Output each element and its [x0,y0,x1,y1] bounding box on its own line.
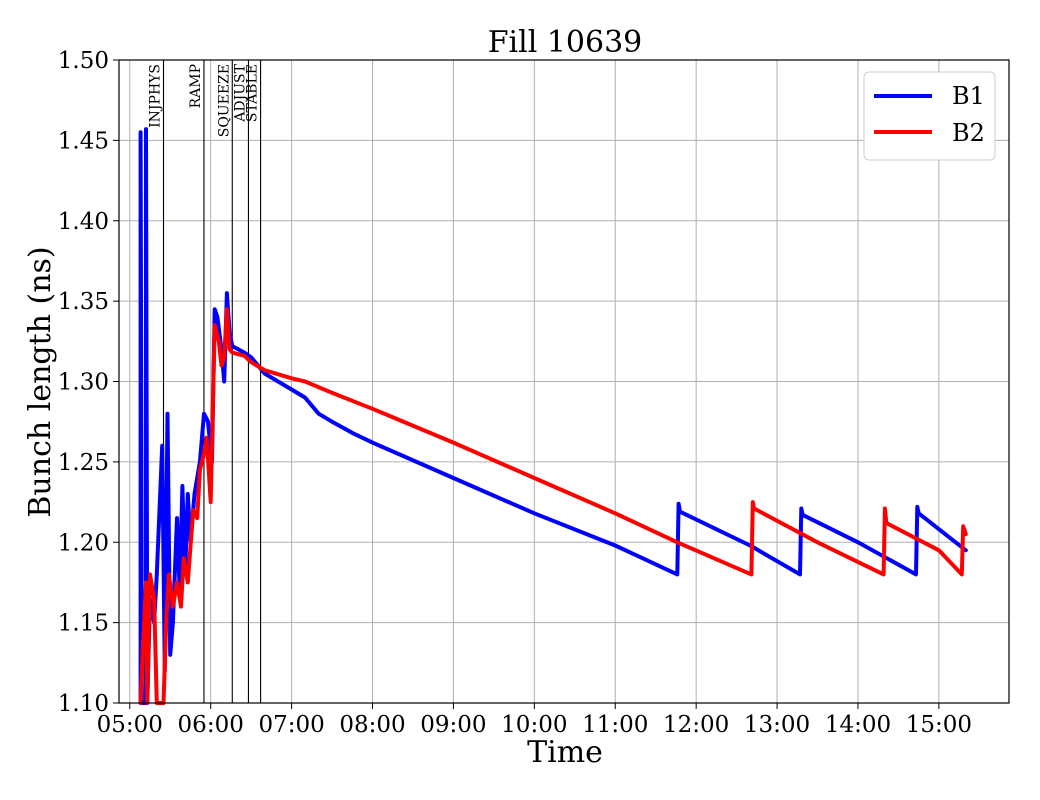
x-axis-ticks: 05:00 06:00 07:00 08:00 09:00 10:00 11:00 12:00… [97,703,972,738]
x-tick-label: 13:00 [744,712,810,738]
phase-label-stable: STABLE [245,64,261,122]
phase-label-ramp: RAMP [188,64,204,108]
y-tick-label: 1.15 [58,611,109,637]
y-tick-label: 1.25 [58,450,109,476]
legend: B1 B2 [863,71,996,161]
phase-label-squeeze: SQUEEZE [216,64,232,137]
x-tick-label: 08:00 [339,712,405,738]
y-tick-label: 1.50 [58,48,109,74]
y-axis-label: Bunch length (ns) [23,246,58,517]
x-tick-label: 06:00 [178,712,244,738]
x-axis-label: Time [527,735,603,770]
phase-label-adjust: ADJUST [232,63,248,122]
x-tick-label: 12:00 [663,712,729,738]
y-tick-label: 1.40 [58,209,109,235]
x-tick-label: 07:00 [258,712,324,738]
x-tick-label: 14:00 [825,712,891,738]
y-tick-label: 1.35 [58,289,109,315]
series-line-b1 [138,127,968,705]
legend-label-b1: B1 [952,82,985,110]
series-line-b2 [138,307,968,705]
x-tick-label: 11:00 [582,712,648,738]
y-tick-label: 1.10 [58,691,109,717]
y-tick-label: 1.20 [58,530,109,556]
legend-label-b2: B2 [952,119,985,147]
y-tick-label: 1.45 [58,128,109,154]
phase-label-injphys: INJPHYS [148,64,164,128]
x-tick-label: 09:00 [420,712,486,738]
chart-title: Fill 10639 [488,25,643,60]
series-lines [138,127,968,705]
y-axis-ticks: 1.10 1.15 1.20 1.25 1.30 1.35 1.40 1.45 1.50 [58,48,119,717]
x-tick-label: 05:00 [97,712,163,738]
y-tick-label: 1.30 [58,370,109,396]
x-tick-label: 15:00 [906,712,972,738]
x-tick-label: 10:00 [501,712,567,738]
